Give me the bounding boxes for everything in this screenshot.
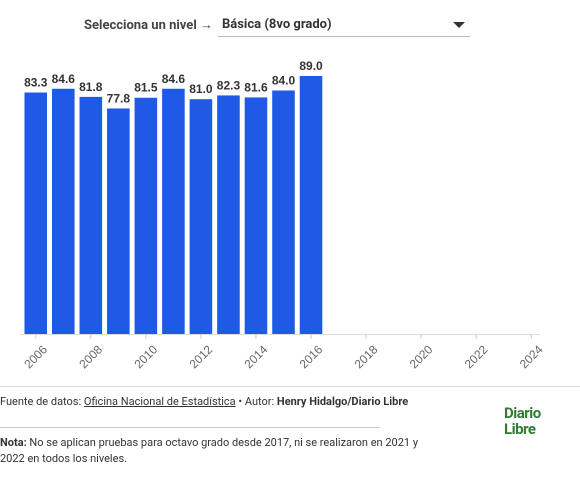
x-tick-label: 2014 (242, 342, 271, 371)
note-text: No se aplican pruebas para octavo grado … (0, 436, 419, 465)
logo-line: Diario (504, 404, 541, 422)
x-tick-label: 2010 (131, 342, 160, 371)
x-tick-label: 2012 (186, 342, 215, 371)
divider (0, 427, 380, 428)
value-label: 81.0 (189, 82, 213, 96)
footer: Fuente de datos: Oficina Nacional de Est… (0, 386, 580, 495)
dropdown-value: Básica (8vo grado) (222, 17, 332, 32)
bar (189, 99, 213, 334)
source: Fuente de datos: Oficina Nacional de Est… (0, 395, 408, 408)
value-label: 81.6 (244, 80, 268, 94)
dropdown-arrow (453, 22, 465, 28)
x-tick-label: 2024 (517, 342, 546, 371)
note-label: Nota: (0, 436, 27, 449)
logo: Diario Libre (504, 405, 552, 437)
dropdown[interactable]: Básica (8vo grado) (218, 12, 470, 37)
controls: Selecciona un nivel → Básica (8vo grado) (0, 0, 580, 50)
value-label: 89.0 (299, 59, 323, 73)
value-label: 84.6 (52, 72, 76, 86)
value-label: 81.5 (134, 81, 158, 95)
chart: 2006 2008 2010 2012 2014 2016 2018 2020 2022 2024… (20, 59, 546, 371)
bar (244, 97, 268, 334)
bar (24, 92, 48, 335)
bar (217, 95, 240, 334)
bar (134, 97, 158, 334)
bar (299, 76, 323, 334)
source-label: Fuente de datos: (0, 395, 82, 408)
author-label: • Autor: (238, 395, 275, 408)
bar (107, 108, 130, 335)
bar (52, 88, 75, 334)
value-label: 84.0 (272, 73, 296, 87)
x-tick-label: 2018 (352, 342, 381, 371)
logo-line: Libre (504, 420, 536, 438)
bar (272, 90, 295, 334)
select-label: Selecciona un nivel → (84, 18, 214, 33)
value-label: 81.8 (79, 80, 103, 94)
value-label: 83.3 (24, 76, 48, 90)
bar (162, 88, 185, 334)
x-tick-label: 2008 (76, 342, 105, 371)
note: Nota: No se aplican pruebas para octavo … (0, 435, 420, 467)
bar (79, 96, 103, 334)
value-label: 77.8 (107, 91, 131, 105)
author: Henry Hidalgo/Diario Libre (276, 395, 409, 408)
value-label: 82.3 (217, 78, 241, 92)
x-tick-label: 2020 (407, 342, 436, 371)
value-label: 84.6 (162, 72, 186, 86)
x-tick-label: 2022 (462, 342, 491, 371)
x-tick-label: 2006 (21, 342, 50, 371)
x-tick-label: 2016 (297, 342, 326, 371)
source-link[interactable]: Oficina Nacional de Estadística (83, 395, 236, 408)
